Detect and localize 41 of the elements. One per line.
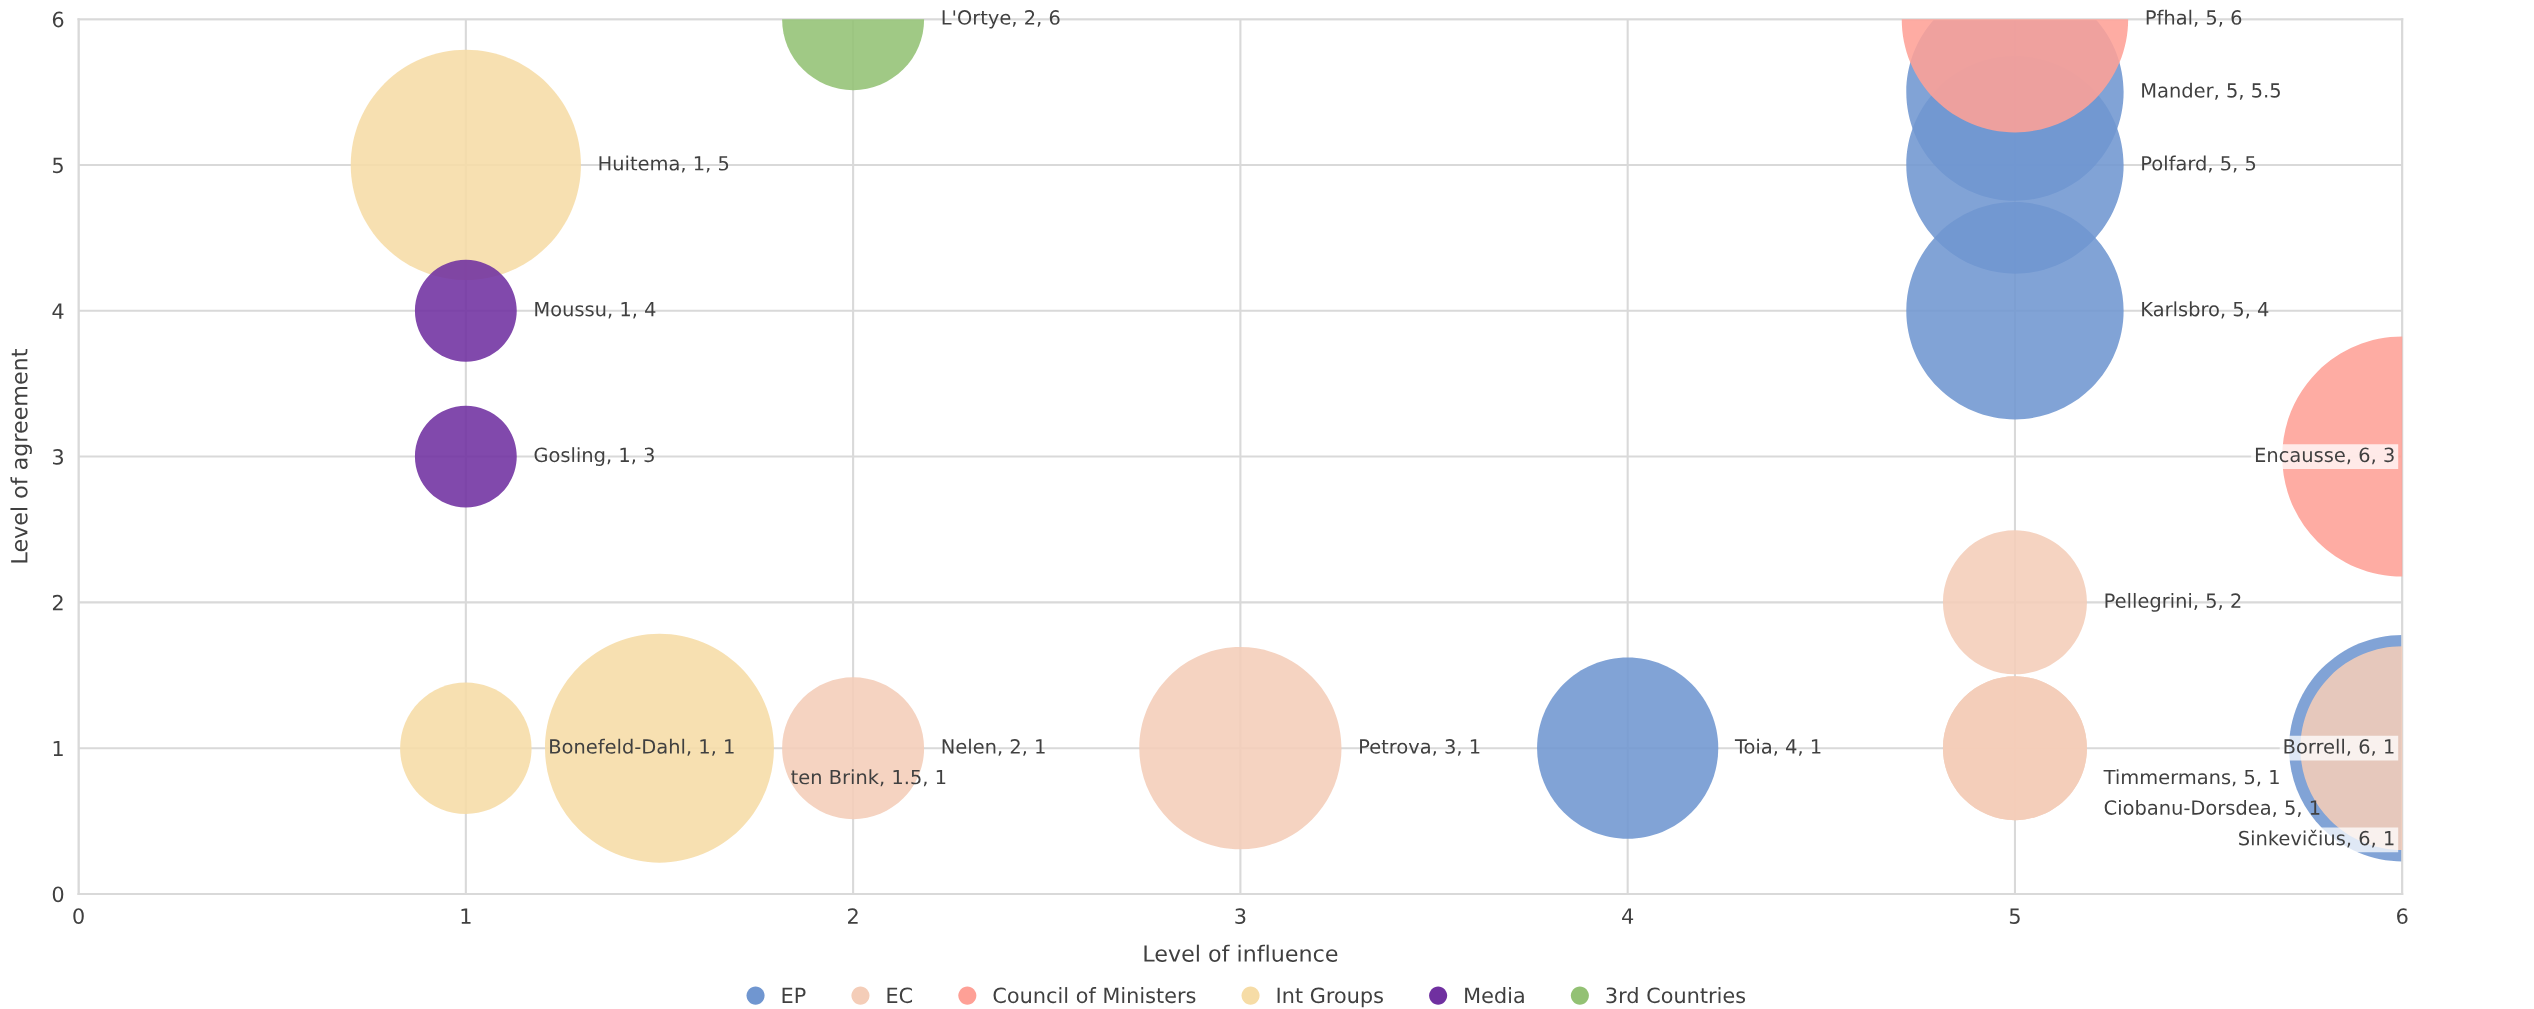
data-label: Mander, 5, 5.5 bbox=[2142, 82, 2280, 100]
x-axis-title: Level of influence bbox=[1144, 944, 1338, 962]
x-tick-label: 6 bbox=[2397, 908, 2408, 924]
x-tick-label: 5 bbox=[2009, 908, 2020, 924]
x-tick-label: 2 bbox=[848, 908, 858, 924]
legend-label: Int Groups bbox=[1277, 987, 1383, 1008]
x-tick-label: 1 bbox=[461, 908, 471, 924]
y-tick-label: 4 bbox=[52, 303, 64, 319]
x-tick-label: 3 bbox=[1235, 908, 1246, 924]
data-label: Gosling, 1, 3 bbox=[534, 447, 654, 466]
data-label: Petrova, 3, 1 bbox=[1360, 739, 1480, 756]
y-tick-label: 0 bbox=[52, 886, 64, 903]
data-label: Encausse, 6, 3 bbox=[2255, 447, 2394, 465]
y-tick-label: 1 bbox=[53, 740, 63, 757]
data-label: Sinkevičius, 6, 1 bbox=[2239, 829, 2394, 848]
x-tick-label: 4 bbox=[1622, 908, 1634, 924]
data-label: Pfhal, 5, 6 bbox=[2146, 9, 2242, 27]
legend-label: 3rd Countries bbox=[1606, 987, 1746, 1004]
y-tick-label: 2 bbox=[52, 594, 63, 611]
data-label: Polfard, 5, 5 bbox=[2142, 155, 2256, 173]
data-label: Karlsbro, 5, 4 bbox=[2142, 301, 2269, 319]
y-tick-label: 5 bbox=[53, 157, 63, 174]
data-label: Moussu, 1, 4 bbox=[535, 301, 656, 319]
data-label: Ciobanu-Dorsdea, 5, 1 bbox=[2104, 799, 2320, 817]
y-axis-title: Level of agreement bbox=[10, 349, 32, 563]
data-label: Pellegrini, 5, 2 bbox=[2105, 592, 2241, 612]
legend-label: EP bbox=[782, 987, 806, 1003]
legend-label: Media bbox=[1465, 987, 1524, 1004]
y-tick-label: 3 bbox=[53, 449, 63, 465]
data-label: Bonefeld-Dahl, 1, 1 bbox=[550, 738, 734, 756]
data-label: Nelen, 2, 1 bbox=[942, 738, 1045, 756]
data-label: Huitema, 1, 5 bbox=[599, 155, 729, 173]
data-label: ten Brink, 1.5, 1 bbox=[791, 769, 946, 787]
x-tick-label: 0 bbox=[73, 908, 84, 924]
data-label: L'Ortye, 2, 6 bbox=[942, 10, 1060, 29]
legend-label: Council of Ministers bbox=[993, 987, 1196, 1004]
legend-label: EC bbox=[887, 987, 913, 1004]
y-tick-label: 6 bbox=[52, 11, 64, 28]
data-label: Toia, 4, 1 bbox=[1734, 738, 1821, 756]
data-label: Borrell, 6, 1 bbox=[2284, 738, 2394, 756]
data-label: Timmermans, 5, 1 bbox=[2103, 769, 2279, 787]
